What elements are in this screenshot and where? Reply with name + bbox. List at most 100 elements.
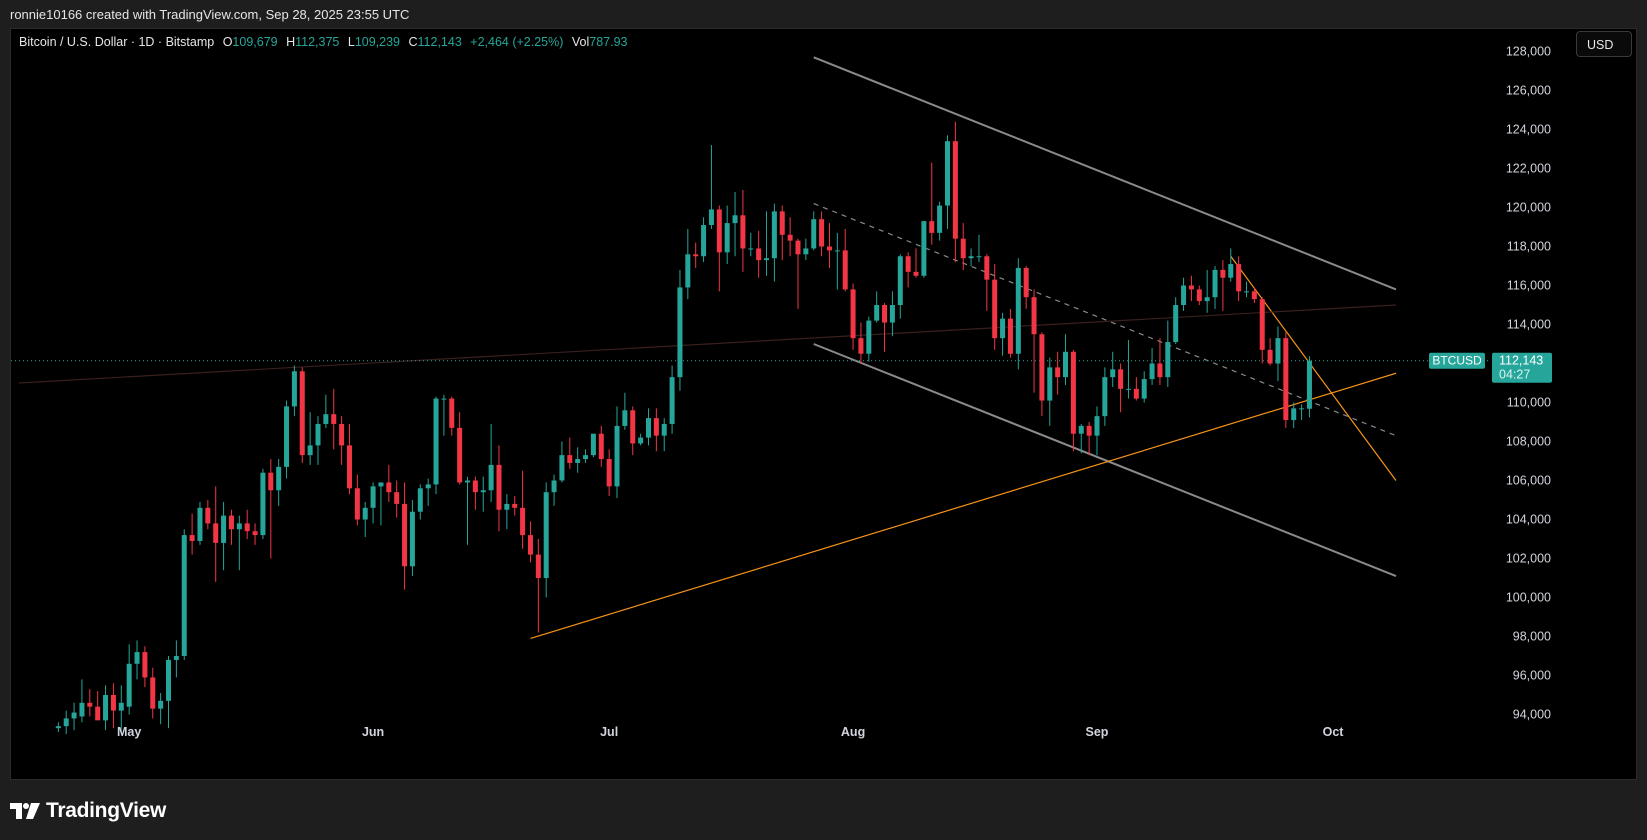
- candle-body: [882, 305, 888, 323]
- price-axis-label: 102,000: [1506, 552, 1551, 566]
- candle-body: [614, 425, 620, 487]
- candle: [95, 691, 101, 721]
- candle: [236, 515, 242, 571]
- candle-body: [1141, 379, 1147, 399]
- candle: [472, 476, 478, 510]
- candle-body: [449, 398, 455, 428]
- candle: [693, 242, 699, 268]
- candle: [228, 509, 234, 545]
- candle-body: [701, 225, 707, 257]
- candle-body: [1204, 297, 1210, 302]
- candle-body: [1165, 342, 1171, 378]
- candle: [63, 710, 69, 734]
- candle-body: [897, 256, 903, 305]
- candle: [1173, 297, 1179, 344]
- candle: [1181, 277, 1187, 311]
- candle-body: [669, 377, 675, 424]
- candle-body: [142, 652, 148, 678]
- candle: [740, 189, 746, 272]
- candle-body: [189, 535, 195, 541]
- volume-value: 787.93: [589, 35, 628, 49]
- candle: [1141, 371, 1147, 403]
- price-axis-label: 104,000: [1506, 513, 1551, 527]
- candle: [1078, 423, 1084, 454]
- candle: [488, 423, 494, 502]
- candle: [394, 480, 400, 518]
- candle: [567, 437, 573, 469]
- candle-body: [512, 503, 518, 508]
- candle: [866, 316, 872, 362]
- tradingview-brand[interactable]: TradingView: [46, 799, 167, 822]
- candle: [1133, 377, 1139, 401]
- candle-body: [1063, 351, 1069, 378]
- candle-body: [291, 371, 297, 407]
- candle-body: [181, 535, 187, 656]
- candle-body: [866, 320, 872, 354]
- candle: [1007, 308, 1013, 358]
- candle: [244, 509, 250, 539]
- candle-body: [1094, 416, 1100, 436]
- chart-frame[interactable]: 128,000 126,000 124,000 122,000 120,000 118,0…: [10, 28, 1637, 780]
- time-axis-label: Jul: [600, 725, 618, 739]
- candle: [764, 211, 770, 276]
- candle: [590, 433, 596, 458]
- high-label: H: [286, 35, 296, 49]
- candle-body: [307, 445, 313, 456]
- candle-body: [1173, 305, 1179, 343]
- candle: [598, 425, 604, 467]
- candle: [221, 501, 227, 571]
- price-axis-label: 126,000: [1506, 84, 1551, 98]
- candle-body: [1149, 363, 1155, 380]
- tradingview-logo-icon[interactable]: [10, 803, 40, 819]
- candle-body: [63, 718, 69, 727]
- price-axis-label: 108,000: [1506, 435, 1551, 449]
- candle-body: [795, 240, 801, 255]
- candle: [653, 408, 659, 452]
- candle-body: [228, 515, 234, 530]
- candle-body: [118, 702, 124, 711]
- candle-body: [465, 480, 471, 483]
- candle: [189, 513, 195, 555]
- candle: [307, 412, 313, 465]
- candle: [795, 238, 801, 309]
- candle: [1220, 260, 1226, 311]
- candle-body: [1251, 291, 1257, 300]
- candle-body: [1188, 285, 1194, 290]
- candle: [771, 203, 777, 282]
- candle: [913, 248, 919, 278]
- candle-body: [764, 258, 770, 261]
- candle: [110, 683, 116, 729]
- candle: [1275, 326, 1281, 382]
- candle: [103, 685, 109, 731]
- candle: [1251, 287, 1257, 304]
- candle-body: [1228, 264, 1234, 278]
- candle: [551, 474, 557, 506]
- candle-body: [197, 507, 203, 541]
- candle-body: [693, 254, 699, 257]
- candle-body: [779, 211, 785, 235]
- candle: [779, 205, 785, 261]
- candle: [803, 238, 809, 261]
- candle-body: [260, 472, 266, 536]
- candle: [1157, 338, 1163, 385]
- candle: [1039, 332, 1045, 417]
- candle-body: [173, 656, 179, 660]
- price-chart[interactable]: 128,000 126,000 124,000 122,000 120,000 118,0…: [11, 29, 1636, 779]
- candle: [79, 679, 85, 723]
- candle: [1259, 297, 1265, 364]
- candle-body: [527, 535, 533, 555]
- candle-body: [1157, 363, 1163, 378]
- candle-body: [1196, 289, 1202, 302]
- candle: [984, 254, 990, 311]
- candle: [213, 486, 219, 582]
- candle-body: [1110, 369, 1116, 378]
- currency-button[interactable]: USD: [1576, 31, 1632, 57]
- candle-body: [937, 205, 943, 233]
- candle: [1228, 248, 1234, 282]
- candle: [575, 447, 581, 473]
- price-axis-label: 114,000: [1507, 318, 1551, 332]
- close-label: C: [408, 35, 418, 49]
- drawing-channel-upper: [813, 56, 1397, 291]
- candle: [433, 396, 439, 495]
- candle: [1212, 266, 1218, 309]
